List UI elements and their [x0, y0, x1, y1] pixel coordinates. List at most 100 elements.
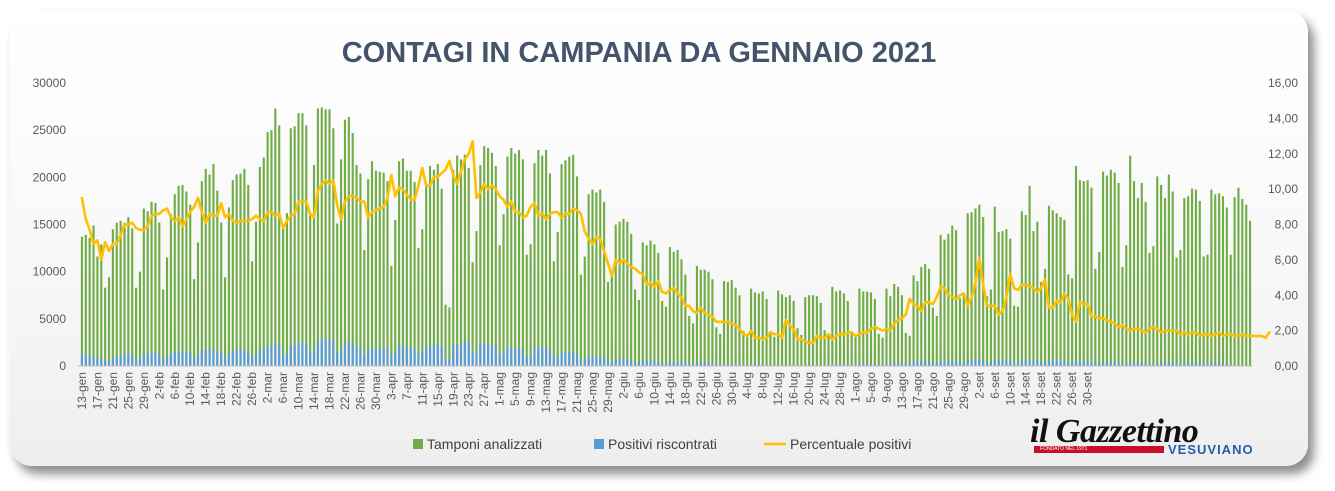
bar-tamponi: [343, 119, 347, 366]
bar-tamponi: [931, 307, 934, 366]
series-line-percentuale: [80, 140, 1271, 345]
bar-tamponi: [850, 332, 853, 366]
bar-positivi: [1148, 364, 1151, 366]
bar-positivi: [661, 363, 664, 366]
bar-positivi: [506, 347, 509, 366]
bar-tamponi: [866, 291, 869, 366]
bar-tamponi: [1036, 221, 1039, 366]
bar-positivi: [212, 348, 215, 366]
bar-tamponi: [1221, 196, 1225, 366]
bar-positivi: [1183, 362, 1186, 366]
x-tick-label: 13-ago: [895, 372, 909, 410]
bar-positivi: [448, 359, 451, 366]
x-tick-label: 17-mag: [555, 372, 569, 413]
bar-tamponi: [645, 245, 648, 366]
bar-positivi: [428, 345, 432, 366]
x-tick-label: 22-mar: [338, 372, 352, 410]
bar-tamponi: [962, 293, 965, 366]
bar-positivi: [475, 351, 478, 366]
bar-tamponi: [525, 254, 528, 366]
x-tick-label: 18-giu: [678, 372, 692, 405]
bar-positivi: [637, 362, 640, 366]
bar-positivi: [761, 364, 764, 366]
bar-tamponi: [788, 295, 791, 366]
bar-positivi: [1156, 362, 1159, 366]
y-right-tick-label: 4,00: [1275, 288, 1299, 302]
bar-tamponi: [517, 149, 521, 366]
bar-tamponi: [1187, 196, 1190, 366]
bar-positivi: [359, 348, 362, 366]
bar-tamponi: [378, 171, 381, 366]
bar-tamponi: [483, 146, 486, 366]
y-right-tick-label: 10,00: [1268, 182, 1298, 196]
bar-tamponi: [409, 170, 412, 366]
bar-positivi: [757, 364, 760, 366]
bar-positivi: [363, 355, 366, 366]
bar-positivi: [614, 359, 617, 366]
bar-tamponi: [189, 204, 192, 366]
bar-tamponi: [347, 116, 350, 367]
bar-positivi: [873, 364, 876, 366]
bar-positivi: [1074, 361, 1078, 366]
bar-positivi: [483, 343, 486, 366]
x-tick-label: 6-feb: [168, 372, 182, 400]
x-tick-label: 19-apr: [446, 372, 460, 407]
x-tick-label: 13-mag: [539, 372, 553, 413]
bar-tamponi: [575, 176, 579, 366]
bar-positivi: [1067, 362, 1070, 366]
bar-positivi: [955, 360, 958, 366]
bar-positivi: [920, 361, 923, 366]
bar-tamponi: [471, 262, 474, 366]
x-tick-label: 18-feb: [214, 372, 228, 406]
bar-positivi: [1078, 361, 1081, 366]
bar-positivi: [1005, 360, 1008, 366]
bar-tamponi: [1071, 278, 1074, 366]
gazzettino-logo: il Gazzettino FONDATO NEL 1971 VESUVIANO: [1030, 414, 1270, 458]
bar-tamponi: [459, 159, 463, 366]
legend-label: Percentuale positivi: [790, 436, 911, 452]
bar-positivi: [123, 354, 126, 366]
x-tick-label: 5-mag: [508, 372, 522, 406]
bar-positivi: [1167, 362, 1170, 366]
bar-tamponi: [1074, 166, 1078, 366]
y-axis-left: 0 5000 10000 15000 20000 25000 30000: [33, 76, 67, 373]
bar-positivi: [630, 359, 633, 366]
bar-tamponi: [1082, 181, 1085, 366]
bar-positivi: [328, 339, 331, 366]
bar-tamponi: [1175, 257, 1178, 366]
bar-positivi: [173, 351, 176, 366]
bar-tamponi: [603, 201, 606, 366]
bar-positivi: [347, 342, 350, 366]
bar-positivi: [583, 359, 586, 366]
bar-positivi: [1044, 362, 1047, 366]
bar-tamponi: [796, 328, 799, 366]
bar-positivi: [715, 364, 718, 366]
bar-tamponi: [958, 298, 962, 366]
bar-positivi: [688, 364, 691, 366]
bar-positivi: [777, 364, 780, 366]
bar-tamponi: [1016, 306, 1020, 366]
bar-tamponi: [1160, 184, 1163, 366]
bar-positivi: [193, 358, 196, 366]
bar-positivi: [649, 360, 652, 366]
bar-tamponi: [96, 256, 99, 366]
x-tick-label: 26-set: [1065, 371, 1079, 405]
bar-tamponi: [939, 234, 942, 366]
y-right-tick-label: 16,00: [1268, 76, 1298, 90]
bar-positivi: [92, 356, 95, 366]
bar-tamponi: [1148, 252, 1151, 366]
bar-tamponi: [1194, 189, 1197, 366]
bar-positivi: [351, 343, 354, 366]
y-left-tick-label: 30000: [33, 76, 67, 90]
bar-tamponi: [877, 333, 880, 366]
bar-positivi: [692, 364, 695, 366]
bar-positivi: [951, 360, 954, 366]
x-tick-label: 10-mar: [292, 372, 306, 410]
y-left-tick-label: 10000: [33, 265, 67, 279]
bar-positivi: [722, 363, 726, 366]
bar-positivi: [765, 364, 768, 366]
bar-positivi: [467, 342, 470, 366]
bar-tamponi: [800, 334, 803, 366]
bar-tamponi: [579, 274, 582, 366]
bar-positivi: [1198, 362, 1201, 366]
